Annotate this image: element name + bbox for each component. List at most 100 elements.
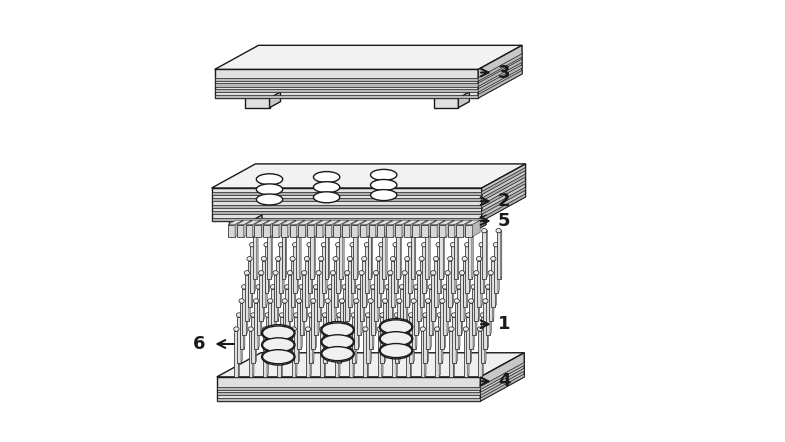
Ellipse shape [319,327,325,331]
Polygon shape [358,220,366,237]
Polygon shape [298,315,300,363]
Polygon shape [338,328,340,377]
Polygon shape [351,225,358,237]
Ellipse shape [339,299,345,303]
Polygon shape [214,69,478,98]
Polygon shape [334,225,341,237]
Polygon shape [271,230,272,278]
Polygon shape [385,220,392,237]
Polygon shape [495,258,497,307]
Polygon shape [288,274,292,321]
Polygon shape [480,362,524,390]
Polygon shape [455,303,458,349]
Polygon shape [414,289,418,335]
Ellipse shape [236,313,242,317]
Ellipse shape [469,299,473,303]
Polygon shape [257,230,258,278]
Polygon shape [272,301,274,349]
Polygon shape [246,225,253,237]
Polygon shape [367,328,369,377]
Polygon shape [211,205,482,208]
Polygon shape [276,260,280,307]
Polygon shape [261,220,269,237]
Polygon shape [246,98,269,108]
Polygon shape [336,247,340,293]
Ellipse shape [388,271,393,275]
Polygon shape [211,198,482,201]
Polygon shape [478,272,480,321]
Polygon shape [353,232,357,278]
Ellipse shape [378,243,384,247]
Polygon shape [386,230,387,278]
Ellipse shape [457,285,462,289]
Polygon shape [460,274,464,321]
Polygon shape [469,303,473,349]
Polygon shape [427,315,429,363]
Polygon shape [466,317,470,363]
Polygon shape [352,317,356,363]
Text: 3: 3 [498,64,510,81]
Polygon shape [361,286,362,335]
Ellipse shape [396,299,402,303]
Polygon shape [378,331,382,377]
Polygon shape [421,272,422,321]
Polygon shape [369,244,371,293]
Ellipse shape [449,327,454,331]
Polygon shape [403,225,411,237]
Ellipse shape [473,271,479,275]
Polygon shape [310,328,312,377]
Polygon shape [325,220,340,225]
Polygon shape [482,174,526,201]
Ellipse shape [250,243,255,247]
Polygon shape [316,274,320,321]
Polygon shape [439,220,454,225]
Ellipse shape [258,271,264,275]
Ellipse shape [265,313,270,317]
Polygon shape [263,272,265,321]
Polygon shape [324,328,326,377]
Ellipse shape [294,313,299,317]
Ellipse shape [244,271,250,275]
Polygon shape [438,258,440,307]
Polygon shape [484,315,486,363]
Ellipse shape [285,285,290,289]
Polygon shape [420,260,424,307]
Ellipse shape [311,299,316,303]
Polygon shape [462,260,466,307]
Ellipse shape [431,271,436,275]
Ellipse shape [337,313,342,317]
Ellipse shape [420,327,425,331]
Ellipse shape [463,327,469,331]
Ellipse shape [247,256,252,261]
Ellipse shape [293,243,298,247]
Text: 1: 1 [498,315,510,333]
Polygon shape [497,232,501,278]
Ellipse shape [367,229,372,233]
Ellipse shape [349,327,354,331]
Polygon shape [425,328,426,377]
Ellipse shape [295,229,301,233]
Polygon shape [426,303,430,349]
Ellipse shape [371,285,376,289]
Polygon shape [458,289,462,335]
Ellipse shape [393,243,398,247]
Polygon shape [434,98,458,108]
Ellipse shape [359,271,364,275]
Polygon shape [373,301,374,349]
Polygon shape [367,220,374,237]
Polygon shape [429,289,433,335]
Polygon shape [272,225,279,237]
Polygon shape [352,258,353,307]
Polygon shape [395,258,396,307]
Ellipse shape [402,271,407,275]
Ellipse shape [282,299,287,303]
Polygon shape [334,220,349,225]
Ellipse shape [325,299,330,303]
Ellipse shape [390,256,396,261]
Text: 5: 5 [498,212,510,230]
Polygon shape [418,286,420,335]
Ellipse shape [362,256,367,261]
Polygon shape [251,317,255,363]
Polygon shape [314,230,316,278]
Polygon shape [397,244,399,293]
